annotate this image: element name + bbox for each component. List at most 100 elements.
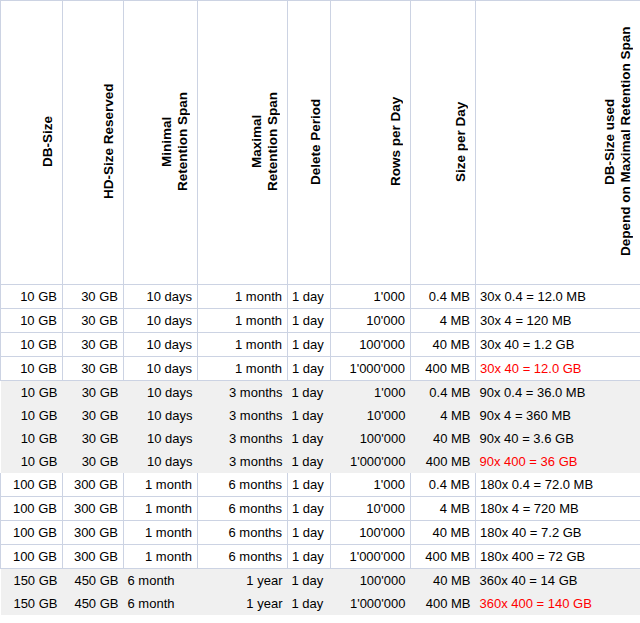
- cell-min-ret[interactable]: 6 month: [124, 569, 198, 593]
- cell-min-ret[interactable]: 10 days: [124, 309, 198, 333]
- cell-rows-day[interactable]: 10'000: [331, 497, 411, 521]
- column-header-max-ret[interactable]: MaximalRetention Span: [198, 1, 288, 285]
- cell-del-period[interactable]: 1 day: [288, 450, 331, 473]
- cell-del-period[interactable]: 1 day: [288, 427, 331, 450]
- cell-max-ret[interactable]: 3 months: [198, 381, 288, 405]
- cell-db-used[interactable]: 180x 0.4 = 72.0 MB: [476, 473, 640, 497]
- cell-db-size[interactable]: 150 GB: [1, 592, 63, 615]
- cell-max-ret[interactable]: 3 months: [198, 450, 288, 473]
- cell-max-ret[interactable]: 6 months: [198, 497, 288, 521]
- cell-del-period[interactable]: 1 day: [288, 404, 331, 427]
- cell-db-size[interactable]: 10 GB: [1, 309, 63, 333]
- cell-rows-day[interactable]: 1'000: [331, 473, 411, 497]
- cell-size-day[interactable]: 40 MB: [411, 569, 476, 593]
- cell-db-size[interactable]: 10 GB: [1, 404, 63, 427]
- cell-db-size[interactable]: 100 GB: [1, 521, 63, 545]
- cell-size-day[interactable]: 400 MB: [411, 450, 476, 473]
- cell-hd-size[interactable]: 30 GB: [63, 285, 124, 309]
- cell-size-day[interactable]: 40 MB: [411, 333, 476, 357]
- cell-del-period[interactable]: 1 day: [288, 497, 331, 521]
- cell-min-ret[interactable]: 1 month: [124, 497, 198, 521]
- column-header-del-period[interactable]: Delete Period: [288, 1, 331, 285]
- cell-db-size[interactable]: 100 GB: [1, 545, 63, 569]
- cell-hd-size[interactable]: 30 GB: [63, 381, 124, 405]
- cell-del-period[interactable]: 1 day: [288, 521, 331, 545]
- cell-size-day[interactable]: 0.4 MB: [411, 285, 476, 309]
- cell-db-size[interactable]: 100 GB: [1, 473, 63, 497]
- cell-hd-size[interactable]: 30 GB: [63, 427, 124, 450]
- cell-rows-day[interactable]: 100'000: [331, 427, 411, 450]
- cell-size-day[interactable]: 4 MB: [411, 497, 476, 521]
- cell-db-used[interactable]: 30x 40 = 12.0 GB: [476, 357, 640, 381]
- cell-min-ret[interactable]: 10 days: [124, 404, 198, 427]
- cell-min-ret[interactable]: 10 days: [124, 285, 198, 309]
- cell-del-period[interactable]: 1 day: [288, 285, 331, 309]
- cell-max-ret[interactable]: 1 year: [198, 569, 288, 593]
- cell-db-used[interactable]: 30x 4 = 120 MB: [476, 309, 640, 333]
- cell-db-used[interactable]: 180x 400 = 72 GB: [476, 545, 640, 569]
- cell-max-ret[interactable]: 3 months: [198, 404, 288, 427]
- cell-del-period[interactable]: 1 day: [288, 357, 331, 381]
- cell-min-ret[interactable]: 10 days: [124, 427, 198, 450]
- cell-hd-size[interactable]: 30 GB: [63, 333, 124, 357]
- cell-max-ret[interactable]: 1 month: [198, 285, 288, 309]
- cell-size-day[interactable]: 4 MB: [411, 309, 476, 333]
- cell-min-ret[interactable]: 1 month: [124, 545, 198, 569]
- cell-db-used[interactable]: 360x 400 = 140 GB: [476, 592, 640, 615]
- cell-max-ret[interactable]: 1 year: [198, 592, 288, 615]
- cell-max-ret[interactable]: 6 months: [198, 473, 288, 497]
- cell-del-period[interactable]: 1 day: [288, 473, 331, 497]
- column-header-db-used[interactable]: DB-Size usedDepend on Maximal Retention …: [476, 1, 640, 285]
- cell-rows-day[interactable]: 100'000: [331, 569, 411, 593]
- column-header-hd-size[interactable]: HD-Size Reserved: [63, 1, 124, 285]
- cell-db-size[interactable]: 10 GB: [1, 427, 63, 450]
- cell-max-ret[interactable]: 1 month: [198, 333, 288, 357]
- cell-db-used[interactable]: 30x 40 = 1.2 GB: [476, 333, 640, 357]
- column-header-db-size[interactable]: DB-Size: [1, 1, 63, 285]
- cell-hd-size[interactable]: 30 GB: [63, 357, 124, 381]
- cell-rows-day[interactable]: 1'000: [331, 285, 411, 309]
- cell-del-period[interactable]: 1 day: [288, 569, 331, 593]
- cell-db-size[interactable]: 10 GB: [1, 285, 63, 309]
- cell-db-used[interactable]: 180x 4 = 720 MB: [476, 497, 640, 521]
- cell-size-day[interactable]: 400 MB: [411, 592, 476, 615]
- cell-min-ret[interactable]: 10 days: [124, 450, 198, 473]
- cell-db-used[interactable]: 30x 0.4 = 12.0 MB: [476, 285, 640, 309]
- cell-min-ret[interactable]: 10 days: [124, 333, 198, 357]
- cell-max-ret[interactable]: 1 month: [198, 357, 288, 381]
- cell-del-period[interactable]: 1 day: [288, 333, 331, 357]
- cell-db-size[interactable]: 150 GB: [1, 569, 63, 593]
- cell-rows-day[interactable]: 100'000: [331, 521, 411, 545]
- cell-rows-day[interactable]: 10'000: [331, 309, 411, 333]
- cell-db-size[interactable]: 100 GB: [1, 497, 63, 521]
- cell-size-day[interactable]: 40 MB: [411, 521, 476, 545]
- cell-min-ret[interactable]: 1 month: [124, 521, 198, 545]
- cell-min-ret[interactable]: 10 days: [124, 381, 198, 405]
- cell-min-ret[interactable]: 1 month: [124, 473, 198, 497]
- cell-rows-day[interactable]: 10'000: [331, 404, 411, 427]
- cell-db-used[interactable]: 90x 4 = 360 MB: [476, 404, 640, 427]
- cell-size-day[interactable]: 0.4 MB: [411, 381, 476, 405]
- cell-del-period[interactable]: 1 day: [288, 309, 331, 333]
- cell-max-ret[interactable]: 1 month: [198, 309, 288, 333]
- cell-size-day[interactable]: 40 MB: [411, 427, 476, 450]
- cell-min-ret[interactable]: 10 days: [124, 357, 198, 381]
- cell-del-period[interactable]: 1 day: [288, 592, 331, 615]
- cell-hd-size[interactable]: 300 GB: [63, 497, 124, 521]
- cell-rows-day[interactable]: 1'000'000: [331, 357, 411, 381]
- cell-db-size[interactable]: 10 GB: [1, 357, 63, 381]
- cell-db-size[interactable]: 10 GB: [1, 381, 63, 405]
- cell-rows-day[interactable]: 1'000'000: [331, 545, 411, 569]
- cell-del-period[interactable]: 1 day: [288, 545, 331, 569]
- cell-max-ret[interactable]: 6 months: [198, 545, 288, 569]
- cell-rows-day[interactable]: 1'000: [331, 381, 411, 405]
- cell-min-ret[interactable]: 6 month: [124, 592, 198, 615]
- cell-del-period[interactable]: 1 day: [288, 381, 331, 405]
- cell-db-used[interactable]: 90x 0.4 = 36.0 MB: [476, 381, 640, 405]
- cell-db-size[interactable]: 10 GB: [1, 450, 63, 473]
- cell-size-day[interactable]: 0.4 MB: [411, 473, 476, 497]
- cell-rows-day[interactable]: 100'000: [331, 333, 411, 357]
- column-header-min-ret[interactable]: MinimalRetention Span: [124, 1, 198, 285]
- column-header-rows-day[interactable]: Rows per Day: [331, 1, 411, 285]
- cell-max-ret[interactable]: 3 months: [198, 427, 288, 450]
